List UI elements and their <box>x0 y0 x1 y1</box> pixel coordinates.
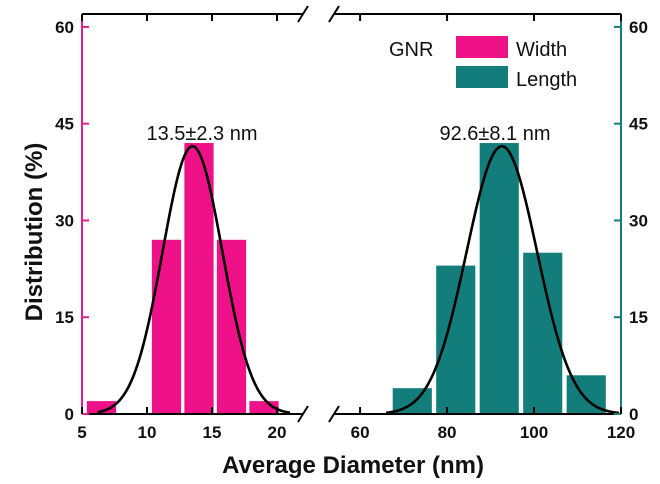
plot-frame <box>81 5 622 423</box>
x-tick-label: 120 <box>607 423 635 442</box>
y-tick-label-left: 0 <box>65 405 74 424</box>
width-fit-label: 13.5±2.3 nm <box>146 123 257 145</box>
axis-break-mark <box>328 405 340 423</box>
x-tick-label: 60 <box>351 423 370 442</box>
legend-label-width: Width <box>516 39 567 61</box>
axis-break-mark <box>297 5 309 23</box>
x-tick-label: 80 <box>438 423 457 442</box>
bars-layer <box>86 143 606 414</box>
length-fit-curve <box>386 144 619 415</box>
axis-break-mark <box>297 405 309 423</box>
length-fit-label: 92.6±8.1 nm <box>439 123 550 145</box>
ticks-layer: 0 0 15 15 30 30 45 45 60 60 5 10 15 20 60 80 100 120 <box>55 14 648 442</box>
x-tick-label: 100 <box>520 423 548 442</box>
y-tick-label-left: 30 <box>55 211 74 230</box>
legend-swatch-width <box>456 36 508 58</box>
x-axis-title: Average Diameter (nm) <box>222 452 484 479</box>
legend-swatch-length <box>456 66 508 88</box>
legend: GNR Width Length <box>389 36 577 91</box>
legend-group-label: GNR <box>389 39 433 61</box>
y-tick-label-left: 45 <box>55 115 74 134</box>
y-tick-label-right: 15 <box>629 308 648 327</box>
fit-curves-layer <box>97 144 619 415</box>
width-fit-curve <box>97 144 291 414</box>
y-tick-label-right: 0 <box>629 405 638 424</box>
x-tick-label: 15 <box>203 423 222 442</box>
y-tick-label-left: 60 <box>55 18 74 37</box>
width-bar <box>151 239 182 414</box>
y-tick-label-right: 60 <box>629 18 648 37</box>
y-axis-title: Distribution (%) <box>21 143 48 322</box>
y-tick-label-right: 30 <box>629 211 648 230</box>
length-bar <box>436 265 476 414</box>
legend-label-length: Length <box>516 69 577 91</box>
x-tick-label: 10 <box>138 423 157 442</box>
axis-break-mark <box>328 5 340 23</box>
width-bar <box>86 401 117 414</box>
x-tick-label: 5 <box>77 423 86 442</box>
x-tick-label: 20 <box>268 423 287 442</box>
width-bar <box>216 239 247 414</box>
y-tick-label-left: 15 <box>55 308 74 327</box>
length-bar <box>479 143 519 414</box>
y-tick-label-right: 45 <box>629 115 648 134</box>
